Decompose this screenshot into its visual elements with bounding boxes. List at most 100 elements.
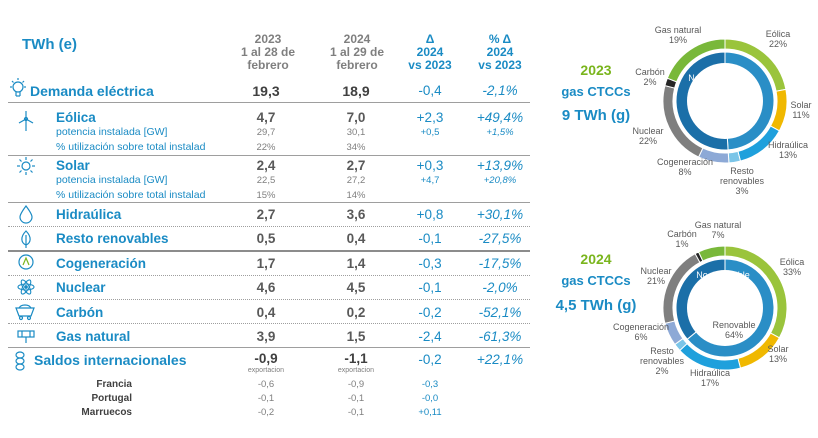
donut-2024-label-no-renovable: No renovable 36% — [690, 270, 756, 290]
label-pct: 13% — [768, 354, 787, 364]
donut-2024-label-carbon: Carbón 1% — [666, 229, 698, 249]
label-pct: 33% — [782, 267, 801, 277]
carbon-2023: 0,4 — [256, 305, 276, 320]
cogen-2024: 1,4 — [346, 256, 366, 271]
solar-installed-pct-delta: +20,8% — [483, 175, 517, 186]
hidraulica-delta: +0,8 — [416, 207, 444, 222]
col-2024-month: febrero — [336, 58, 378, 72]
label-name: Hidraúlica — [767, 140, 809, 150]
label-pct: 2% — [655, 366, 669, 376]
donut-2023-label-carbon: Carbón 2% — [632, 67, 668, 87]
label-name: Solar — [767, 344, 789, 354]
leaf-icon — [16, 229, 36, 249]
row-label-saldos: Saldos internacionales — [34, 352, 187, 368]
label-name: Nuclear — [640, 266, 672, 276]
country-portugal-delta: -0,0 — [421, 393, 439, 404]
solar-pct-delta: +13,9% — [476, 158, 524, 173]
resto-2023: 0,5 — [256, 231, 276, 246]
country-name-marruecos: Marruecos — [81, 407, 132, 418]
label-name: Resto renovables — [639, 346, 685, 366]
col-delta-year: 2024 — [416, 45, 444, 59]
demanda-delta: -0,4 — [418, 83, 442, 98]
label-pct: 19% — [668, 35, 687, 45]
column-header-pct-delta: % Δ 2024 vs 2023 — [470, 33, 530, 72]
label-pct: 6% — [634, 332, 648, 342]
nuclear-delta: -0,1 — [418, 280, 442, 295]
donut-chart-2024 — [662, 245, 788, 371]
row-label-resto-renovables: Resto renovables — [56, 231, 169, 246]
solar-installed-2023: 22,5 — [256, 175, 276, 186]
cogen-2023: 1,7 — [256, 256, 276, 271]
wind-turbine-icon — [16, 110, 36, 131]
donut-2023-label-nuclear: Nuclear 22% — [628, 126, 668, 146]
label-name: No renovable — [688, 73, 742, 83]
column-header-2023: 2023 1 al 28 de febrero — [228, 33, 308, 72]
label-name: Hidraúlica — [689, 368, 731, 378]
donut-2024-label-cogeneracion: Cogeneración 6% — [610, 322, 672, 342]
solar-utilization-label: % utilización sobre total instalad — [56, 189, 206, 201]
country-marruecos-delta: +0,11 — [418, 407, 442, 418]
nuclear-2024: 4,5 — [346, 280, 366, 295]
column-header-delta: Δ 2024 vs 2023 — [400, 33, 460, 72]
row-label-gas-natural: Gas natural — [56, 329, 131, 344]
separator — [8, 347, 530, 348]
donut-2024-label-gas-natural: Gas natural 7% — [688, 220, 748, 240]
label-pct: 51% — [705, 83, 724, 93]
country-marruecos-2024: -0,1 — [347, 407, 365, 418]
donut-2024-label-solar: Solar 13% — [764, 344, 792, 364]
sun-icon — [16, 156, 36, 176]
separator — [8, 275, 530, 276]
separator — [8, 226, 530, 227]
donut-2024-label-resto: Resto renovables 2% — [634, 346, 690, 376]
label-name: Eólica — [765, 29, 791, 39]
col-2023-month: febrero — [247, 58, 289, 72]
water-drop-icon — [16, 204, 36, 224]
country-francia-2023: -0,6 — [257, 379, 275, 390]
col-delta-symbol: Δ — [425, 32, 435, 46]
col-pdelta-symbol: % Δ — [488, 32, 512, 46]
donut-outer-slice — [666, 38, 726, 83]
cogeneration-icon — [16, 252, 36, 272]
country-francia-delta: -0,3 — [421, 379, 439, 390]
donut-2024-gas-value: 4,5 TWh (g) — [555, 297, 637, 314]
saldos-pct-delta: +22,1% — [476, 352, 524, 367]
solar-installed-2024: 27,2 — [346, 175, 366, 186]
carbon-delta: -0,2 — [418, 305, 442, 320]
donut-hole — [687, 270, 763, 346]
label-pct: 17% — [700, 378, 719, 388]
label-name: Renovable — [718, 103, 762, 113]
solar-utilization-2023: 15% — [256, 190, 276, 201]
lightbulb-icon — [8, 77, 28, 97]
donut-hole — [687, 63, 763, 139]
label-name: Cogeneración — [656, 157, 714, 167]
country-name-francia: Francia — [96, 379, 132, 390]
row-label-hidraulica: Hidraúlica — [56, 207, 122, 222]
atom-icon — [16, 277, 36, 297]
col-delta-vs: vs 2023 — [408, 58, 452, 72]
donut-2024-label-hidraulica: Hidraúlica 17% — [684, 368, 736, 388]
saldos-note-2024: exportacion — [337, 367, 375, 374]
row-label-nuclear: Nuclear — [56, 280, 106, 295]
coal-cart-icon — [14, 301, 35, 321]
country-name-portugal: Portugal — [91, 393, 132, 404]
resto-2024: 0,4 — [346, 231, 366, 246]
separator — [8, 250, 530, 252]
separator — [8, 323, 530, 324]
label-name: Cogeneración — [612, 322, 670, 332]
country-marruecos-2023: -0,2 — [257, 407, 275, 418]
carbon-2024: 0,2 — [346, 305, 366, 320]
label-name: Eólica — [779, 257, 805, 267]
donut-chart-2023 — [662, 38, 788, 164]
unit-label: TWh (e) — [22, 36, 77, 53]
donut-outer-slice — [697, 245, 726, 262]
resto-pct-delta: -27,5% — [478, 231, 522, 246]
country-portugal-2023: -0,1 — [257, 393, 275, 404]
donut-2023-label-gas-natural: Gas natural 19% — [648, 25, 708, 45]
label-name: Gas natural — [654, 25, 702, 35]
saldos-delta: -0,2 — [418, 352, 442, 367]
eolica-2023: 4,7 — [256, 110, 276, 125]
label-pct: 7% — [711, 230, 725, 240]
cogen-pct-delta: -17,5% — [478, 256, 522, 271]
nuclear-2023: 4,6 — [256, 280, 276, 295]
eolica-utilization-2024: 34% — [346, 142, 366, 153]
